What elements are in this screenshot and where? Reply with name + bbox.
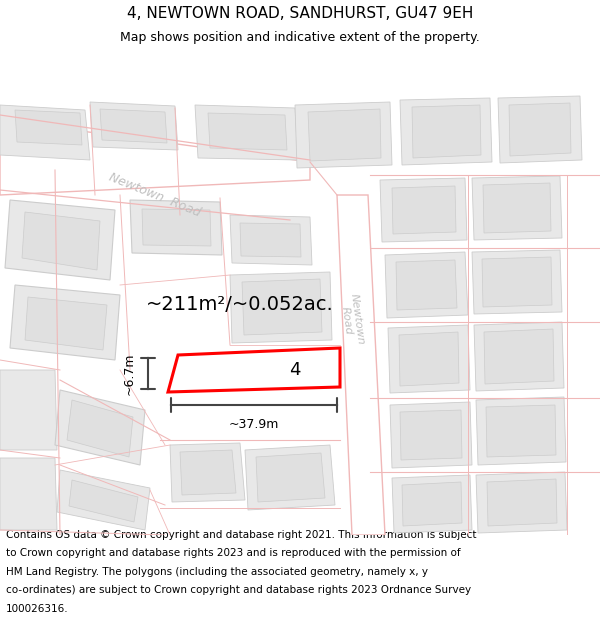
Polygon shape — [483, 183, 551, 233]
Text: Newtown  Road: Newtown Road — [107, 171, 203, 219]
Text: co-ordinates) are subject to Crown copyright and database rights 2023 Ordnance S: co-ordinates) are subject to Crown copyr… — [6, 586, 471, 596]
Polygon shape — [498, 96, 582, 163]
Polygon shape — [0, 370, 57, 450]
Polygon shape — [400, 410, 462, 460]
Polygon shape — [388, 325, 470, 393]
Polygon shape — [245, 445, 335, 510]
Polygon shape — [396, 260, 457, 310]
Polygon shape — [0, 105, 90, 160]
Polygon shape — [472, 176, 562, 240]
Text: Map shows position and indicative extent of the property.: Map shows position and indicative extent… — [120, 31, 480, 44]
Polygon shape — [180, 450, 236, 495]
Polygon shape — [390, 402, 472, 468]
Text: 100026316.: 100026316. — [6, 604, 68, 614]
Polygon shape — [472, 250, 562, 314]
Polygon shape — [412, 105, 481, 158]
Polygon shape — [474, 322, 564, 391]
Polygon shape — [142, 209, 211, 246]
Polygon shape — [170, 443, 245, 502]
Polygon shape — [100, 109, 167, 143]
Polygon shape — [337, 195, 385, 535]
Polygon shape — [392, 186, 456, 234]
Text: 4, NEWTOWN ROAD, SANDHURST, GU47 9EH: 4, NEWTOWN ROAD, SANDHURST, GU47 9EH — [127, 6, 473, 21]
Polygon shape — [22, 212, 100, 270]
Polygon shape — [57, 470, 150, 530]
Polygon shape — [130, 200, 222, 255]
Polygon shape — [168, 348, 340, 392]
Polygon shape — [392, 475, 472, 533]
Polygon shape — [25, 297, 107, 350]
Polygon shape — [240, 223, 301, 257]
Text: 4: 4 — [289, 361, 301, 379]
Polygon shape — [308, 109, 381, 161]
Polygon shape — [230, 272, 332, 343]
Polygon shape — [90, 102, 178, 150]
Polygon shape — [15, 110, 82, 145]
Polygon shape — [230, 215, 312, 265]
Polygon shape — [10, 285, 120, 360]
Polygon shape — [476, 472, 567, 533]
Polygon shape — [476, 397, 566, 465]
Polygon shape — [486, 405, 556, 457]
Text: to Crown copyright and database rights 2023 and is reproduced with the permissio: to Crown copyright and database rights 2… — [6, 549, 461, 559]
Text: Newtown
Road: Newtown Road — [338, 293, 366, 347]
Polygon shape — [295, 102, 392, 168]
Polygon shape — [242, 279, 322, 335]
Polygon shape — [55, 390, 145, 465]
Polygon shape — [385, 252, 468, 318]
Polygon shape — [0, 120, 310, 195]
Text: ~6.7m: ~6.7m — [123, 352, 136, 395]
Polygon shape — [0, 458, 57, 530]
Text: HM Land Registry. The polygons (including the associated geometry, namely x, y: HM Land Registry. The polygons (includin… — [6, 567, 428, 577]
Polygon shape — [67, 400, 133, 457]
Text: ~37.9m: ~37.9m — [229, 418, 279, 431]
Polygon shape — [380, 178, 467, 242]
Polygon shape — [5, 200, 115, 280]
Polygon shape — [509, 103, 571, 156]
Polygon shape — [208, 113, 287, 150]
Polygon shape — [256, 453, 325, 502]
Polygon shape — [400, 98, 492, 165]
Polygon shape — [399, 332, 459, 386]
Polygon shape — [484, 329, 554, 384]
Text: Contains OS data © Crown copyright and database right 2021. This information is : Contains OS data © Crown copyright and d… — [6, 530, 476, 540]
Text: ~211m²/~0.052ac.: ~211m²/~0.052ac. — [146, 296, 334, 314]
Polygon shape — [69, 480, 138, 522]
Polygon shape — [487, 479, 557, 526]
Polygon shape — [402, 482, 462, 526]
Polygon shape — [195, 105, 298, 160]
Polygon shape — [482, 257, 552, 307]
